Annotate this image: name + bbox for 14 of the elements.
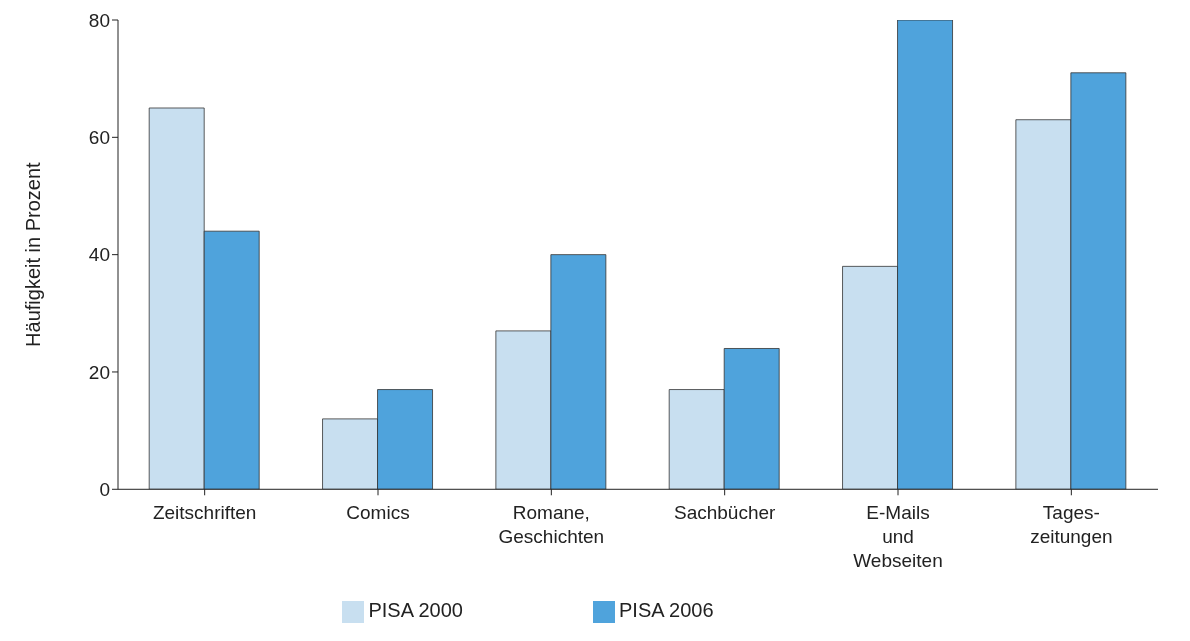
y-tick-label: 40 [88,244,110,266]
legend-label: PISA 2000 [368,599,463,622]
y-axis-title: Häufigkeit in Prozent [22,161,45,347]
y-tick-label: 0 [99,479,110,501]
legend-label: PISA 2006 [619,599,714,622]
y-tick-label: 80 [88,9,110,31]
y-tick-label: 60 [88,127,110,149]
x-tick-label: Zeitschriften [152,502,257,524]
y-tick-label: 20 [88,361,110,383]
x-tick-label: Romane, Geschichten [498,502,605,548]
x-tick-label: Tages- zeitungen [1030,502,1113,548]
x-tick-label: Comics [346,502,410,524]
x-tick-label: Sachbücher [673,502,777,524]
x-tick-label: E-Mails und Webseiten [853,502,943,572]
